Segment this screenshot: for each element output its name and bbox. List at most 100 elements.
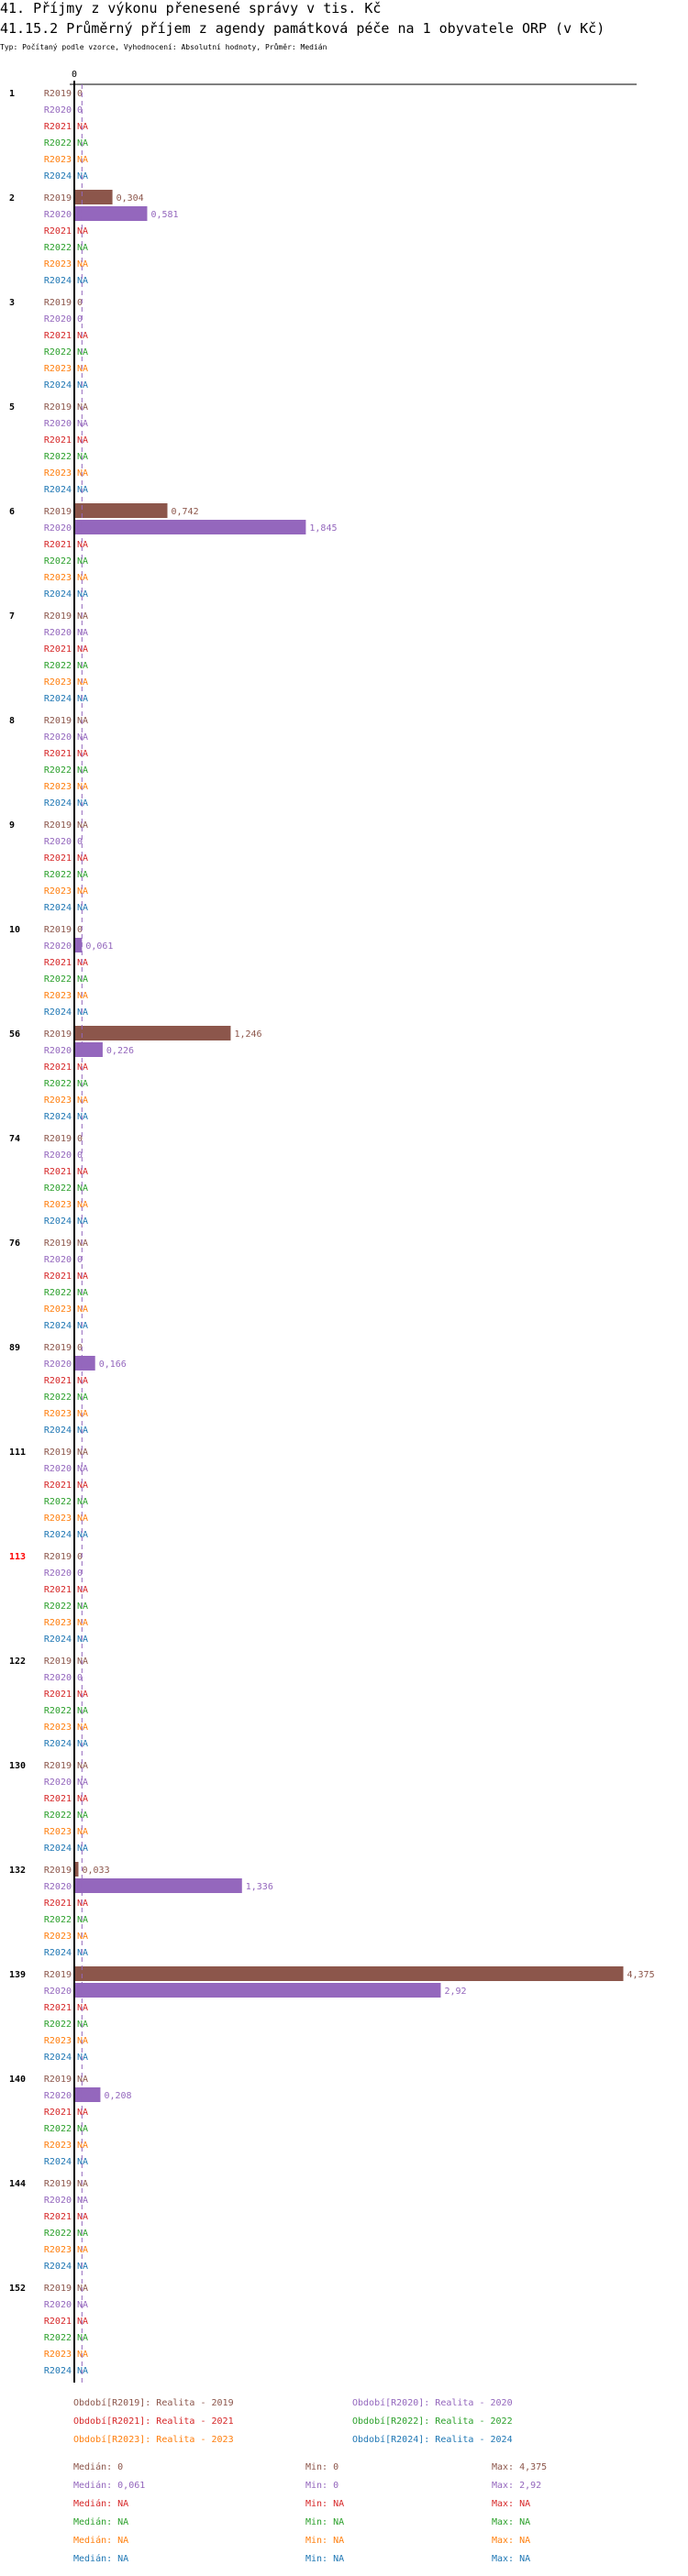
series-row-label: R2023 xyxy=(44,573,72,583)
series-row-label: R2019 xyxy=(44,716,72,726)
series-row-label: R2021 xyxy=(44,958,72,968)
data-label: 0,208 xyxy=(104,2091,131,2101)
stat-median: Medián: NA xyxy=(73,2554,129,2564)
page-title: 41. Příjmy z výkonu přenesené správy v t… xyxy=(0,0,382,17)
series-row-label: R2024 xyxy=(44,589,72,600)
na-label: NA xyxy=(77,853,88,864)
na-label: NA xyxy=(77,886,88,897)
na-label: NA xyxy=(77,540,88,550)
series-row-label: R2022 xyxy=(44,661,72,671)
category-label: 132 xyxy=(9,1866,26,1876)
series-row-label: R2019 xyxy=(44,89,72,99)
na-label: NA xyxy=(77,611,88,622)
na-label: NA xyxy=(77,589,88,600)
legend-item: Období[R2022]: Realita - 2022 xyxy=(352,2416,513,2427)
series-row-label: R2019 xyxy=(44,1134,72,1144)
series-row-label: R2022 xyxy=(44,1183,72,1194)
series-row-label: R2020 xyxy=(44,1987,72,1997)
na-label: NA xyxy=(77,1305,88,1315)
na-label: NA xyxy=(77,1827,88,1837)
series-row-label: R2019 xyxy=(44,2179,72,2189)
series-row-label: R2021 xyxy=(44,226,72,237)
bar-R2020 xyxy=(74,520,306,534)
series-row-label: R2022 xyxy=(44,1706,72,1716)
data-label: 0,061 xyxy=(85,941,113,952)
series-row-label: R2023 xyxy=(44,2245,72,2255)
series-row-label: R2020 xyxy=(44,1464,72,1474)
na-label: NA xyxy=(77,243,88,253)
series-row-label: R2022 xyxy=(44,347,72,358)
data-label: 0 xyxy=(77,314,83,325)
series-row-label: R2020 xyxy=(44,1673,72,1683)
series-row-label: R2019 xyxy=(44,611,72,622)
series-row-label: R2021 xyxy=(44,1167,72,1177)
na-label: NA xyxy=(77,991,88,1001)
series-row-label: R2020 xyxy=(44,732,72,743)
series-row-label: R2021 xyxy=(44,644,72,655)
data-label: 0,226 xyxy=(106,1046,134,1056)
series-row-label: R2024 xyxy=(44,1844,72,1854)
series-row-label: R2020 xyxy=(44,2300,72,2310)
series-row-label: R2022 xyxy=(44,1393,72,1403)
series-row-label: R2023 xyxy=(44,1200,72,1210)
category-label: 113 xyxy=(9,1552,26,1562)
chart-info: Typ: Počítaný podle vzorce, Vyhodnocení:… xyxy=(0,43,327,51)
series-row-label: R2019 xyxy=(44,1448,72,1458)
na-label: NA xyxy=(77,2300,88,2310)
na-label: NA xyxy=(77,1095,88,1106)
data-label: 0,742 xyxy=(172,507,199,517)
legend-item: Období[R2024]: Realita - 2024 xyxy=(352,2435,513,2445)
series-row-label: R2021 xyxy=(44,1376,72,1386)
na-label: NA xyxy=(77,732,88,743)
category-label: 10 xyxy=(9,925,20,935)
series-row-label: R2023 xyxy=(44,1409,72,1419)
series-row-label: R2022 xyxy=(44,452,72,462)
series-row-label: R2024 xyxy=(44,2053,72,2063)
series-row-label: R2021 xyxy=(44,540,72,550)
na-label: NA xyxy=(77,628,88,638)
na-label: NA xyxy=(77,1216,88,1227)
series-row-label: R2021 xyxy=(44,1690,72,1700)
na-label: NA xyxy=(77,138,88,149)
series-row-label: R2022 xyxy=(44,1915,72,1925)
na-label: NA xyxy=(77,644,88,655)
series-row-label: R2024 xyxy=(44,1112,72,1122)
stat-max: Max: NA xyxy=(492,2536,531,2546)
data-label: 0 xyxy=(77,1673,83,1683)
series-row-label: R2023 xyxy=(44,259,72,270)
series-row-label: R2019 xyxy=(44,925,72,935)
series-row-label: R2020 xyxy=(44,1255,72,1265)
data-label: 0 xyxy=(77,1150,83,1161)
series-row-label: R2023 xyxy=(44,991,72,1001)
stat-max: Max: 4,375 xyxy=(492,2462,548,2472)
series-row-label: R2019 xyxy=(44,1029,72,1040)
na-label: NA xyxy=(77,1706,88,1716)
stat-median: Medián: 0 xyxy=(73,2462,124,2472)
series-row-label: R2020 xyxy=(44,105,72,116)
category-label: 122 xyxy=(9,1657,26,1667)
category-label: 76 xyxy=(9,1238,20,1249)
series-row-label: R2023 xyxy=(44,155,72,165)
na-label: NA xyxy=(77,1530,88,1540)
category-label: 6 xyxy=(9,507,15,517)
stat-median: Medián: NA xyxy=(73,2517,129,2527)
series-row-label: R2020 xyxy=(44,2091,72,2101)
data-label: 0 xyxy=(77,105,83,116)
series-row-label: R2021 xyxy=(44,1585,72,1595)
category-label: 111 xyxy=(9,1448,26,1458)
na-label: NA xyxy=(77,1376,88,1386)
data-label: 1,845 xyxy=(309,523,337,534)
na-label: NA xyxy=(77,485,88,495)
category-label: 89 xyxy=(9,1343,20,1353)
series-row-label: R2020 xyxy=(44,314,72,325)
na-label: NA xyxy=(77,1739,88,1749)
series-row-label: R2023 xyxy=(44,2036,72,2046)
series-row-label: R2019 xyxy=(44,1761,72,1771)
na-label: NA xyxy=(77,1915,88,1925)
series-row-label: R2024 xyxy=(44,1635,72,1645)
na-label: NA xyxy=(77,1481,88,1491)
series-row-label: R2023 xyxy=(44,2141,72,2151)
na-label: NA xyxy=(77,2108,88,2118)
series-row-label: R2022 xyxy=(44,2020,72,2030)
